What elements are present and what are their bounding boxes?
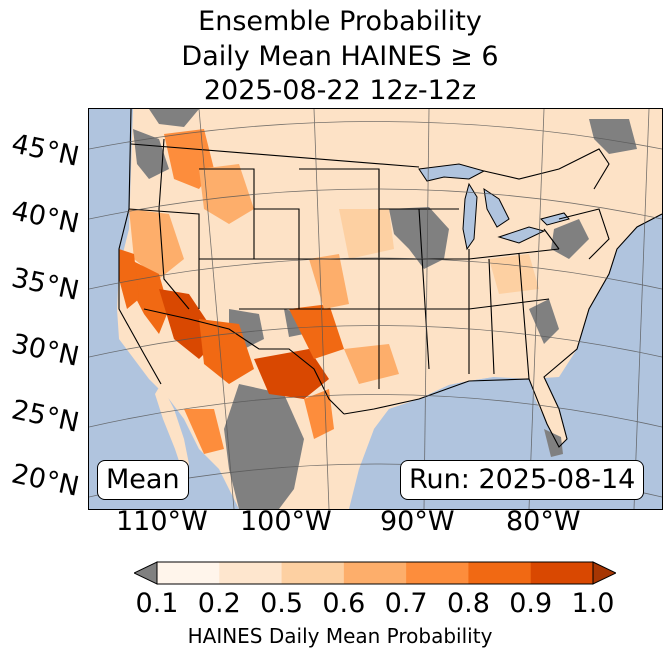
- parallel-45: [89, 121, 662, 150]
- state-borders: [118, 109, 662, 448]
- lat-label-45: 45°N: [8, 128, 82, 173]
- lat-label-35: 35°N: [8, 262, 82, 307]
- meridian-90: [423, 109, 430, 509]
- colorbar-cell: [530, 562, 594, 584]
- prob-central-plains: [339, 209, 394, 259]
- border-us-mexico: [143, 308, 345, 415]
- colorbar-cell: [468, 562, 532, 584]
- lon-label-90: 90°W: [380, 506, 455, 537]
- nodata-mexico: [224, 384, 304, 509]
- coastline-west: [118, 109, 162, 385]
- colorbar-cell: [343, 562, 407, 584]
- prob-colorado: [309, 254, 349, 309]
- prob-west-texas-south: [304, 389, 334, 439]
- title-line-3: 2025-08-22 12z-12z: [203, 75, 477, 106]
- run-date-badge: Run: 2025-08-14: [400, 460, 645, 500]
- colorbar-cell: [281, 562, 345, 584]
- coastline-gulf: [343, 213, 662, 448]
- mean-badge: Mean: [97, 460, 189, 500]
- border-east-states: [468, 208, 610, 380]
- nodata-florida-south: [544, 429, 563, 457]
- colorbar-over-arrow: [592, 561, 616, 585]
- great-lakes: [418, 163, 570, 251]
- border-us-canada: [130, 143, 610, 190]
- parallel-35: [89, 257, 662, 290]
- baja-peninsula: [155, 384, 189, 479]
- prob-texas-east: [344, 344, 399, 384]
- colorbar-tick-label: 0.9: [509, 588, 553, 619]
- nodata-regions: [133, 109, 637, 509]
- florida-peninsula: [529, 377, 567, 447]
- colorbar-cell: [219, 562, 283, 584]
- parallel-30: [89, 325, 662, 358]
- colorbar: [134, 561, 616, 585]
- prob-california: [129, 259, 169, 334]
- colorbar-label: HAINES Daily Mean Probability: [187, 624, 493, 648]
- colorbar-under-arrow: [134, 561, 158, 585]
- nodata-canada-east: [589, 119, 637, 154]
- title-line-2: Daily Mean HAINES ≥ 6: [181, 41, 499, 72]
- lon-label-80: 80°W: [506, 506, 581, 537]
- prob-nevada: [129, 209, 184, 279]
- colorbar-tick-label: 0.2: [197, 588, 241, 619]
- colorbar-outline: [156, 561, 594, 585]
- meridian-80: [528, 109, 545, 509]
- title-line-1: Ensemble Probability: [198, 6, 482, 37]
- lon-label-110: 110°W: [116, 506, 208, 537]
- prob-mexico-west: [184, 409, 224, 454]
- lat-label-25: 25°N: [8, 394, 82, 439]
- colorbar-tick-label: 0.5: [260, 588, 304, 619]
- meridian-100: [313, 109, 330, 509]
- colorbar-tick-label: 0.8: [446, 588, 490, 619]
- colorbar-cell: [406, 562, 469, 584]
- prob-nm-texas: [254, 349, 329, 399]
- parallel-25: [89, 394, 662, 428]
- parallel-40: [89, 188, 662, 220]
- prob-pacific-coast: [119, 249, 139, 309]
- nodata-midwest: [389, 207, 449, 269]
- nodata-northeast: [551, 219, 589, 259]
- lat-label-40: 40°N: [8, 195, 82, 240]
- map-panel: [88, 108, 663, 510]
- lat-label-30: 30°N: [8, 328, 82, 373]
- prob-west-texas: [289, 304, 344, 359]
- prob-idaho: [199, 164, 254, 224]
- colorbar-tick-label: 1.0: [571, 588, 615, 619]
- lon-label-100: 100°W: [240, 506, 332, 537]
- map-svg: [89, 109, 662, 509]
- colorbar-cell: [157, 562, 220, 584]
- meridian-110: [198, 109, 235, 509]
- lat-label-20: 20°N: [8, 458, 82, 503]
- colorbar-tick-label: 0.1: [135, 588, 179, 619]
- nodata-canada-nw: [149, 109, 199, 127]
- colorbar-tick-label: 0.6: [322, 588, 366, 619]
- meridian-70: [633, 109, 650, 509]
- colorbar-tick-label: 0.7: [384, 588, 428, 619]
- nodata-canada-west: [133, 129, 169, 179]
